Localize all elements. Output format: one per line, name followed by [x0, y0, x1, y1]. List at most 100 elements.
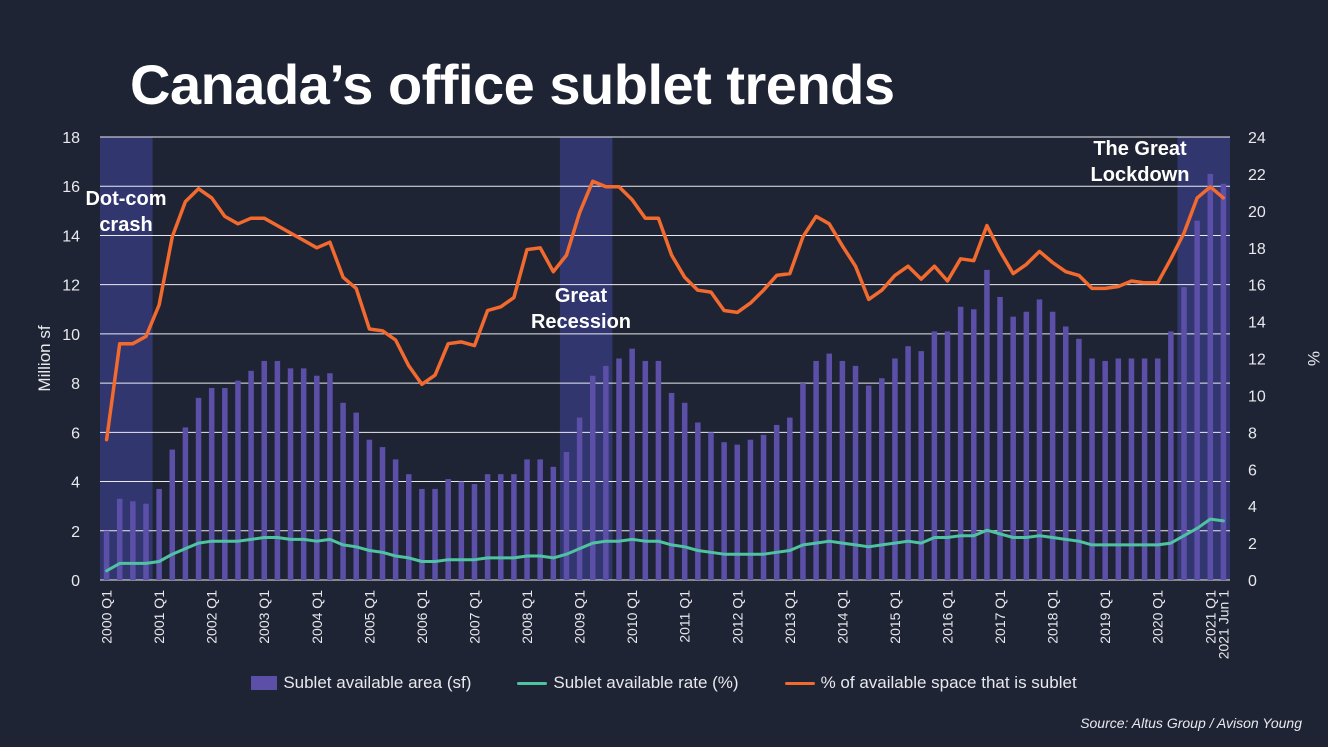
x-tick-label: 2001 Q1: [151, 590, 167, 644]
x-tick-label: 2011 Q1: [677, 590, 693, 643]
bar: [1154, 358, 1161, 580]
bar: [1194, 220, 1200, 580]
bar: [576, 417, 583, 580]
bar: [445, 479, 451, 580]
bar: [879, 378, 885, 580]
y-left-tick: 18: [62, 130, 80, 147]
y-left-tick: 4: [71, 475, 80, 492]
y-left-label: Million sf: [35, 325, 54, 391]
x-tick-label: 2013 Q1: [782, 590, 798, 644]
y-left-tick: 6: [71, 425, 80, 442]
bar: [642, 360, 649, 580]
bar: [826, 353, 833, 580]
bar: [116, 498, 123, 580]
y-right-tick: 24: [1248, 130, 1266, 147]
bar: [406, 474, 412, 580]
bar: [1049, 311, 1056, 580]
x-tick-label: 2007 Q1: [466, 590, 482, 644]
bar: [1115, 358, 1122, 580]
y-left-tick: 16: [62, 179, 80, 196]
annotation-line: crash: [99, 214, 152, 236]
bar: [997, 296, 1003, 580]
bar: [589, 375, 596, 580]
bar: [248, 370, 254, 580]
gridlines: [100, 136, 1230, 581]
y-left-tick: 0: [71, 573, 80, 590]
y-right-tick: 16: [1248, 278, 1266, 295]
annotation-line: The Great: [1093, 138, 1187, 160]
bar: [944, 331, 951, 580]
annotations: Dot-com crash Great Recession The Great Lockd…: [85, 138, 1189, 333]
y-right-tick: 0: [1248, 573, 1257, 590]
y-right-tick: 12: [1248, 352, 1266, 369]
bar: [681, 402, 688, 580]
bar: [813, 360, 819, 580]
legend-label-area: Sublet available area (sf): [283, 673, 472, 692]
bar: [169, 449, 176, 580]
legend-item-rate[interactable]: Sublet available rate (%): [517, 673, 739, 693]
bar: [314, 375, 320, 580]
bar: [852, 365, 859, 580]
bar: [103, 530, 110, 580]
bar: [471, 484, 478, 580]
annotation-line: Recession: [531, 311, 631, 333]
bar: [432, 488, 438, 580]
bar: [156, 488, 162, 580]
annotation-2: The Great Lockdown: [1091, 138, 1190, 186]
legend-swatch-area: [251, 676, 278, 690]
bar: [353, 412, 359, 580]
y-right-label: %: [1304, 351, 1323, 366]
bar: [603, 365, 609, 580]
bar: [892, 358, 898, 580]
y-left-tick: 2: [71, 524, 80, 541]
bar: [1010, 316, 1016, 580]
y-left-tick: 10: [62, 327, 80, 344]
x-tick-label: 2018 Q1: [1045, 590, 1061, 644]
x-tick-label: 2021 Q1: [1202, 590, 1218, 644]
source-note: Source: Altus Group / Avison Young: [1080, 715, 1302, 731]
y-right-tick: 6: [1248, 462, 1257, 479]
bar: [839, 360, 846, 580]
bar: [984, 269, 990, 580]
bar: [695, 422, 701, 580]
bar: [1036, 299, 1043, 580]
bar: [668, 392, 675, 580]
bar: [511, 474, 517, 580]
legend-label-share: % of available space that is sublet: [820, 673, 1077, 692]
x-tick-label: 2005 Q1: [361, 590, 377, 644]
x-tick-label: 2016 Q1: [940, 590, 956, 644]
x-tick-label: 2021 Jun 1: [1215, 590, 1231, 659]
y-right-tick: 20: [1248, 204, 1266, 221]
bar: [497, 474, 504, 580]
y-left-tick: 14: [62, 228, 80, 245]
bar: [524, 459, 530, 580]
x-tick-label: 2012 Q1: [729, 590, 745, 644]
bar: [366, 439, 373, 580]
annotation-0: Dot-com crash: [85, 188, 166, 236]
x-tick-label: 2000 Q1: [99, 590, 115, 644]
line-series: [104, 179, 1226, 573]
legend-item-area[interactable]: Sublet available area (sf): [251, 673, 471, 693]
x-tick-label: 2009 Q1: [572, 590, 588, 644]
bar: [747, 439, 754, 580]
y-right-tick: 14: [1248, 315, 1266, 332]
x-tick-label: 2014 Q1: [834, 590, 850, 644]
bar: [261, 360, 268, 580]
x-tick-label: 2010 Q1: [624, 590, 640, 644]
bar: [629, 348, 635, 580]
y-left-tick: 12: [62, 278, 80, 295]
bar: [1102, 360, 1108, 580]
bar: [537, 459, 543, 580]
bar: [1168, 331, 1174, 580]
bar: [1141, 358, 1148, 580]
legend: Sublet available area (sf) Sublet availa…: [0, 673, 1328, 693]
bar: [721, 442, 727, 580]
legend-item-share[interactable]: % of available space that is sublet: [784, 673, 1077, 693]
bar: [1181, 287, 1187, 580]
bar: [773, 424, 780, 580]
y-right-tick: 4: [1248, 499, 1257, 516]
x-tick-label: 2004 Q1: [309, 590, 325, 644]
bar: [957, 306, 964, 580]
bar: [235, 380, 241, 580]
